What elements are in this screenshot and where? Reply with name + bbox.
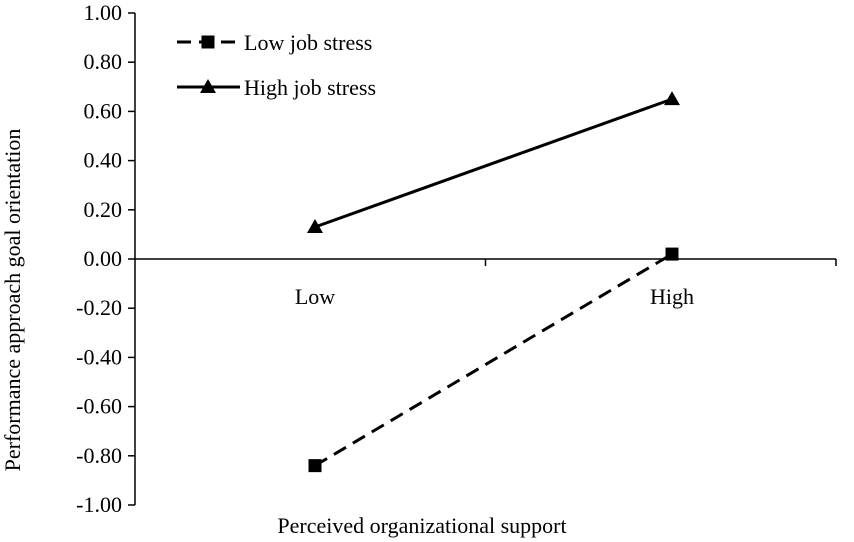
square-marker [665, 247, 679, 261]
x-tick-label: High [650, 284, 694, 309]
y-tick-label: -0.60 [76, 394, 122, 419]
x-tick-label: Low [295, 284, 335, 309]
y-tick-label: 0.00 [84, 246, 123, 271]
triangle-marker [200, 79, 216, 93]
series-triangle [307, 91, 680, 234]
x-axis-ticks: Low High [295, 259, 837, 309]
y-tick-label: -1.00 [76, 492, 122, 517]
series-layer [307, 91, 680, 473]
y-axis-label: Performance approach goal orientation [0, 129, 25, 472]
y-axis-ticks: 1.00 0.80 0.60 0.40 0.20 0.00 -0.20 -0.40 -0.60 -… [76, 0, 135, 517]
legend-label: Low job stress [244, 30, 372, 55]
series-line [314, 97, 673, 229]
x-axis-label: Perceived organizational support [277, 513, 566, 538]
y-tick-label: 0.20 [84, 197, 123, 222]
y-tick-label: 0.40 [84, 148, 123, 173]
y-tick-label: 0.60 [84, 98, 123, 123]
series-square [308, 247, 679, 473]
y-tick-label: -0.80 [76, 443, 122, 468]
y-tick-label: 0.80 [84, 49, 123, 74]
square-marker [201, 35, 215, 49]
y-tick-label: 1.00 [84, 0, 123, 25]
triangle-marker [664, 91, 680, 106]
y-tick-label: -0.20 [76, 295, 122, 320]
y-tick-label: -0.40 [76, 344, 122, 369]
triangle-marker [307, 219, 323, 234]
series-line [314, 252, 673, 467]
legend: Low job stress High job stress [177, 30, 376, 100]
legend-label: High job stress [244, 75, 376, 100]
square-marker [308, 459, 322, 473]
